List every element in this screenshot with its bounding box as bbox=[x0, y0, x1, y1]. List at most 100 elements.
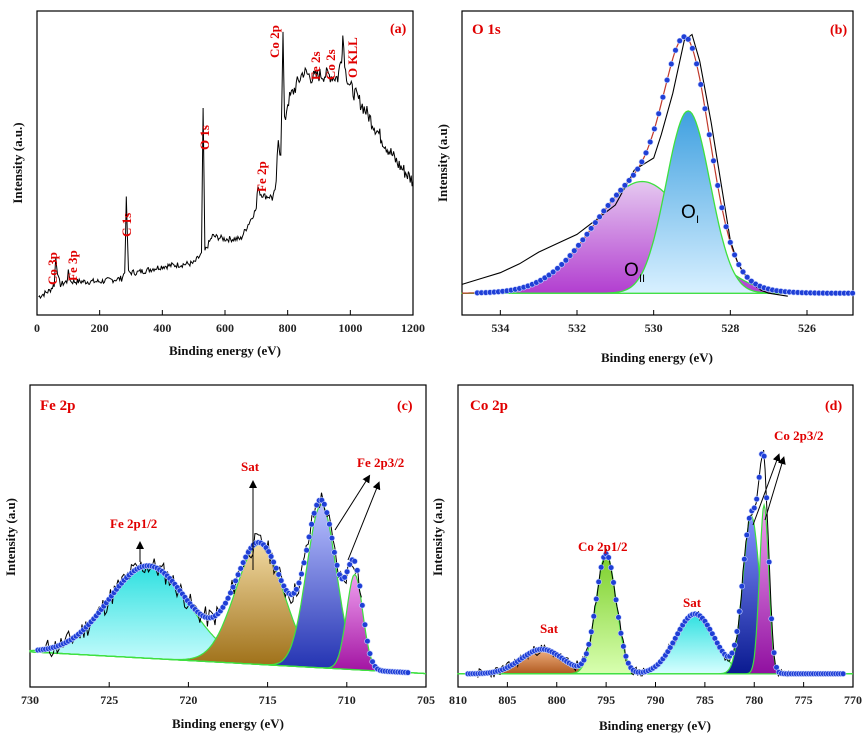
x-tick-label: 730 bbox=[21, 693, 39, 707]
panel-c: 730 725 720 715 710 705 Fe 2p (c) Binding ene… bbox=[3, 384, 435, 731]
fit-point bbox=[663, 76, 671, 84]
label-fe2p12: Fe 2p1/2 bbox=[110, 516, 157, 531]
fe-fit-point bbox=[222, 600, 229, 607]
co-fit-point bbox=[765, 558, 773, 566]
arrow-fe2p32-a bbox=[334, 474, 371, 531]
co-fit-point bbox=[738, 583, 746, 590]
panel-b-xlabel: Binding energy (eV) bbox=[601, 350, 713, 365]
co-fit-point bbox=[622, 653, 630, 660]
fe-fit-point bbox=[242, 553, 249, 561]
fit-point bbox=[668, 60, 675, 68]
co-fit-point bbox=[607, 564, 615, 571]
x-tick-label: 805 bbox=[498, 693, 516, 707]
panel-d-tag: (d) bbox=[825, 399, 842, 414]
fe-fit-point bbox=[369, 658, 376, 665]
panel-a-ticks: 0 200 400 600 800 1000 1200 bbox=[34, 310, 425, 335]
panel-d-plot bbox=[457, 449, 854, 679]
co-fit-point bbox=[743, 531, 750, 539]
peak-label-co2p: Co 2p bbox=[267, 25, 282, 58]
fit-point bbox=[727, 239, 734, 246]
x-tick-label: 810 bbox=[449, 693, 467, 707]
x-tick-label: 780 bbox=[745, 693, 763, 707]
fit-point bbox=[588, 225, 595, 232]
fit-point bbox=[676, 37, 683, 44]
co-fit-point bbox=[839, 670, 847, 677]
fe-fit-point bbox=[240, 559, 247, 566]
panel-b: 534 532 530 528 526 O 1s (b) Binding energy … bbox=[435, 10, 856, 365]
x-tick-label: 775 bbox=[795, 693, 813, 707]
panel-c-frame bbox=[29, 384, 427, 688]
fe-fit-point bbox=[326, 521, 333, 528]
co-fit-point bbox=[610, 579, 617, 586]
fe-fit-point bbox=[364, 638, 371, 645]
fit-point bbox=[562, 257, 570, 264]
co-fit-point bbox=[598, 564, 605, 571]
panel-b-title: O 1s bbox=[472, 22, 501, 38]
peak-label-fe3p: Fe 3p bbox=[65, 250, 80, 281]
co-fit-point bbox=[736, 608, 743, 615]
fe-fit-point bbox=[323, 509, 330, 516]
peak-label-co3p: Co 3p bbox=[45, 252, 60, 285]
x-tick-label: 720 bbox=[179, 693, 197, 707]
peak-label-fe2p: Fe 2p bbox=[254, 161, 269, 192]
x-tick-label: 770 bbox=[844, 693, 862, 707]
panel-d: 810 805 800 795 790 785 780 775 770 Co 2p (d) Bi… bbox=[430, 384, 862, 733]
fe-fit-point bbox=[359, 602, 366, 609]
fit-point bbox=[748, 278, 755, 285]
co-fit-point bbox=[615, 614, 622, 621]
co-peak-fill-3 bbox=[457, 515, 854, 675]
fe-fit-point bbox=[237, 565, 244, 572]
x-tick-label: 1200 bbox=[401, 321, 425, 335]
x-tick-label: 715 bbox=[259, 693, 277, 707]
co-fit-point bbox=[733, 628, 741, 635]
fe-fit-point bbox=[298, 570, 305, 578]
fit-point bbox=[655, 110, 662, 117]
co-fit-point bbox=[605, 554, 612, 561]
co-fit-point bbox=[773, 664, 780, 671]
panel-d-ylabel: Intensity (a.u) bbox=[430, 498, 445, 576]
fit-point bbox=[558, 261, 565, 268]
fit-point bbox=[714, 182, 721, 189]
fit-point bbox=[659, 94, 667, 101]
fe-fit-point bbox=[361, 621, 369, 628]
panel-c-title: Fe 2p bbox=[40, 398, 75, 414]
x-tick-label: 790 bbox=[647, 693, 665, 707]
co-fit-point bbox=[583, 650, 590, 657]
x-tick-label: 1000 bbox=[338, 321, 362, 335]
co-fit-point bbox=[763, 494, 770, 501]
x-tick-label: 0 bbox=[34, 321, 40, 335]
panel-c-plot bbox=[29, 492, 427, 676]
fe-fit-point bbox=[354, 567, 361, 574]
fit-point bbox=[630, 172, 637, 179]
arrow-fe2p32-b bbox=[347, 481, 381, 561]
fit-point bbox=[634, 166, 641, 173]
panel-a-xlabel: Binding energy (eV) bbox=[169, 343, 281, 358]
x-tick-label: 530 bbox=[645, 321, 663, 335]
label-co-sat-2: Sat bbox=[683, 595, 702, 610]
fe-fit-point bbox=[227, 589, 234, 597]
fit-point bbox=[697, 81, 704, 88]
label-oii-sub: II bbox=[639, 273, 645, 285]
panel-c-tag: (c) bbox=[397, 399, 413, 414]
fe-fit-point bbox=[344, 568, 351, 575]
x-tick-label: 800 bbox=[548, 693, 566, 707]
label-fe-sat: Sat bbox=[241, 459, 260, 474]
co-fit-point bbox=[746, 515, 753, 522]
fe-fit-point bbox=[308, 521, 315, 528]
fe-fit-point bbox=[300, 559, 308, 566]
fit-point bbox=[638, 158, 645, 165]
co-fit-point bbox=[588, 628, 595, 635]
fe-fit-point bbox=[356, 582, 363, 590]
fit-point bbox=[739, 268, 747, 276]
survey-spectrum-line bbox=[38, 31, 414, 300]
fe-fit-point bbox=[321, 501, 328, 508]
fe-fit-point bbox=[328, 534, 336, 542]
panel-a: 0 200 400 600 800 1000 1200 (a) Binding energy… bbox=[10, 10, 425, 358]
fit-point bbox=[621, 182, 629, 189]
fe-fit-point bbox=[224, 595, 232, 602]
fe-fit-point bbox=[404, 669, 412, 676]
panel-d-title: Co 2p bbox=[470, 398, 508, 414]
fe-fit-point bbox=[268, 553, 275, 560]
co-fit-point bbox=[617, 630, 625, 637]
fit-point bbox=[642, 149, 650, 156]
